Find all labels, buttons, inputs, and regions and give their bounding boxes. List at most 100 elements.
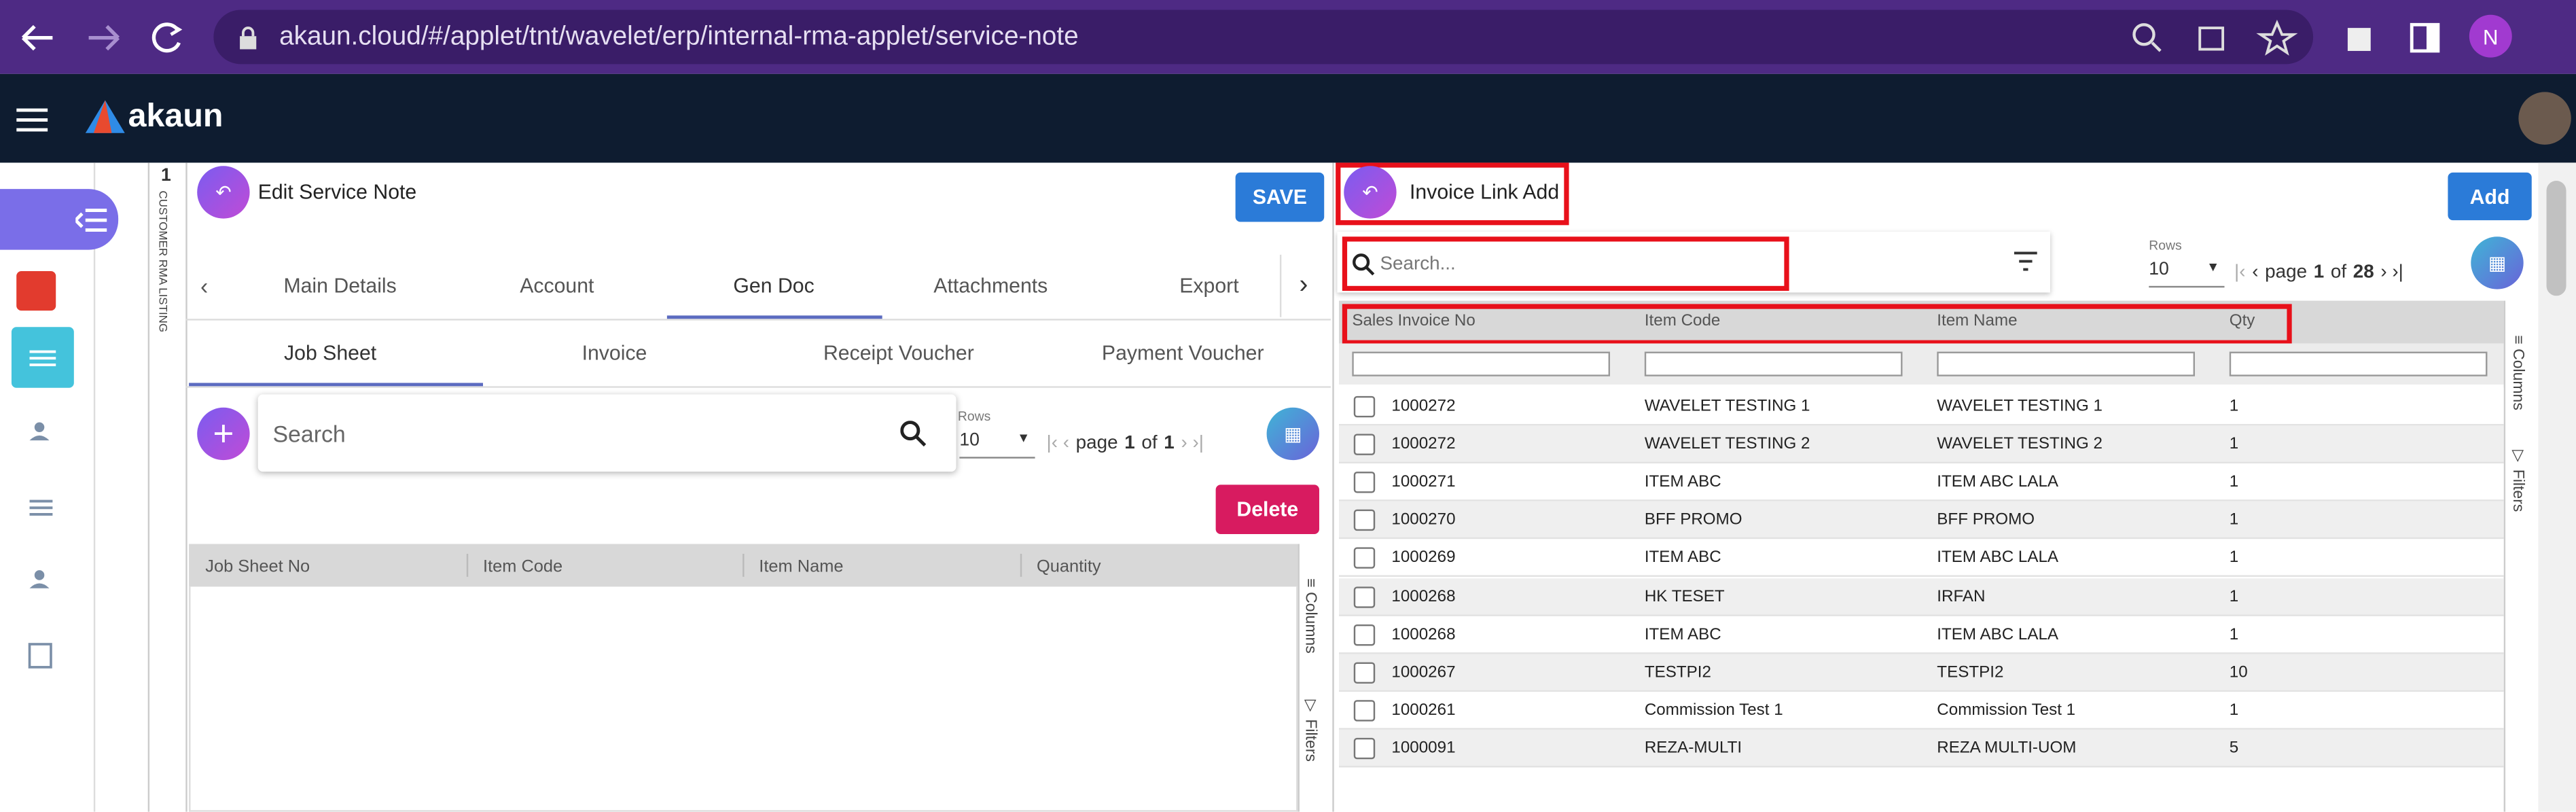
- grid-toggle[interactable]: ▦: [1266, 407, 1319, 461]
- side-tab-columns[interactable]: ≡ Columns: [1301, 578, 1319, 654]
- column-filter-input[interactable]: [2229, 351, 2488, 376]
- subtab[interactable]: Job Sheet: [284, 342, 377, 365]
- search-placeholder: Search...: [1380, 253, 1456, 274]
- table-cell: WAVELET TESTING 1: [1937, 398, 2103, 416]
- rows-value: 10: [2149, 260, 2169, 280]
- filter-icon[interactable]: [2014, 251, 2037, 271]
- grid-toggle[interactable]: ▦: [2471, 236, 2524, 289]
- table-cell: Commission Test 1: [1937, 701, 2076, 720]
- row-checkbox[interactable]: [1353, 472, 1376, 493]
- tab[interactable]: Gen Doc: [733, 274, 815, 298]
- back-button[interactable]: ↶: [197, 166, 250, 219]
- scrollbar-thumb[interactable]: [2546, 181, 2566, 296]
- tab[interactable]: Account: [520, 274, 594, 298]
- table-cell: ITEM ABC: [1644, 625, 1721, 644]
- row-checkbox[interactable]: [1353, 699, 1376, 722]
- side-tab-filters[interactable]: ▽ Filters: [2508, 446, 2527, 512]
- rows-select[interactable]: 10 ▼: [2149, 260, 2225, 288]
- subtab[interactable]: Payment Voucher: [1101, 342, 1264, 365]
- table-cell: 1000261: [1391, 701, 1456, 720]
- tab-next[interactable]: ›: [1279, 254, 1326, 317]
- table-cell: BFF PROMO: [1937, 511, 2035, 530]
- table-cell: TESTPI2: [1937, 663, 2004, 682]
- side-tab-label: Filters: [2508, 469, 2527, 512]
- tab-prev[interactable]: ‹: [200, 272, 209, 300]
- table-cell: 1000270: [1391, 511, 1456, 530]
- column-filter-input[interactable]: [1644, 351, 1903, 376]
- table-row: [1338, 729, 2504, 768]
- row-checkbox[interactable]: [1353, 737, 1376, 760]
- table-cell: WAVELET TESTING 2: [1644, 436, 1810, 454]
- pager-of: of: [2330, 262, 2347, 283]
- side-tab-label: Columns: [2508, 349, 2527, 410]
- row-checkbox[interactable]: [1353, 510, 1376, 531]
- sidebar-icons[interactable]: [26, 345, 59, 739]
- side-tab-label: Filters: [1301, 719, 1319, 762]
- user-photo[interactable]: [2518, 92, 2571, 145]
- rows-select[interactable]: 10 ▼: [959, 431, 1035, 459]
- row-checkbox[interactable]: [1353, 624, 1376, 646]
- tab-border: [185, 319, 1331, 321]
- side-tab-filters[interactable]: ▽ Filters: [1301, 696, 1319, 762]
- search-box[interactable]: Search...: [1342, 236, 1789, 292]
- table-cell: 5: [2229, 739, 2239, 758]
- row-checkbox[interactable]: [1353, 586, 1376, 607]
- table-row: [1338, 387, 2504, 426]
- listing-counter: 1: [161, 166, 171, 186]
- column-filter-input[interactable]: [1352, 351, 1611, 376]
- save-button[interactable]: SAVE: [1235, 172, 1325, 222]
- menu-button[interactable]: [16, 107, 49, 133]
- table-cell: 10: [2229, 663, 2248, 682]
- right-side-bar: [2503, 300, 2537, 812]
- search-icon: [900, 421, 927, 447]
- delete-button[interactable]: Delete: [1215, 484, 1319, 534]
- tab[interactable]: Attachments: [933, 274, 1048, 298]
- table-cell: ITEM ABC LALA: [1937, 473, 2059, 492]
- table-cell: 1000268: [1391, 625, 1456, 644]
- table-cell: BFF PROMO: [1644, 511, 1742, 530]
- row-checkbox[interactable]: [1353, 548, 1376, 569]
- app-logo: akaun: [128, 99, 223, 135]
- subtab[interactable]: Invoice: [582, 342, 647, 365]
- profile-avatar[interactable]: N: [2469, 14, 2512, 58]
- row-checkbox[interactable]: [1353, 395, 1376, 418]
- pdf-app-icon[interactable]: [16, 271, 56, 311]
- url-bar[interactable]: akaun.cloud/#/applet/tnt/wavelet/erp/int…: [213, 10, 2314, 65]
- column-header: Item Code: [483, 557, 563, 577]
- column-header: Item Name: [759, 557, 844, 577]
- table-cell: 1000091: [1391, 739, 1456, 758]
- side-tab-label: Columns: [1301, 592, 1319, 654]
- logo-icon: [85, 100, 125, 133]
- pager-page: page: [2265, 262, 2308, 283]
- column-filter-input[interactable]: [1937, 351, 2195, 376]
- table-row: [1338, 691, 2504, 730]
- table-cell: REZA-MULTI: [1644, 739, 1742, 758]
- highlight-title: [1336, 162, 1569, 226]
- table-cell: HK TESET: [1644, 587, 1725, 606]
- pager-total: 1: [1164, 434, 1175, 454]
- side-tab-columns[interactable]: ≡ Columns: [2508, 335, 2527, 410]
- tab[interactable]: Export: [1179, 274, 1239, 298]
- row-checkbox[interactable]: [1353, 661, 1376, 684]
- back-button[interactable]: ↶: [1344, 166, 1397, 219]
- table-cell: 1: [2229, 701, 2239, 720]
- nav-buttons[interactable]: [13, 16, 194, 59]
- row-checkbox[interactable]: [1353, 434, 1376, 456]
- table-cell: Commission Test 1: [1644, 701, 1783, 720]
- tab[interactable]: Main Details: [283, 274, 397, 298]
- search-box[interactable]: Search: [257, 394, 956, 472]
- add-button[interactable]: Add: [2448, 172, 2532, 221]
- table-cell: 1: [2229, 511, 2239, 530]
- column-header: Item Name: [1937, 312, 2018, 331]
- table-row: [1338, 425, 2504, 464]
- add-button[interactable]: +: [197, 407, 250, 461]
- subtab[interactable]: Receipt Voucher: [823, 342, 974, 365]
- table-cell: WAVELET TESTING 2: [1937, 436, 2103, 454]
- url: akaun.cloud/#/applet/tnt/wavelet/erp/int…: [279, 22, 1079, 50]
- table-cell: REZA MULTI-UOM: [1937, 739, 2077, 758]
- table-cell: ITEM ABC: [1644, 549, 1721, 568]
- table-cell: 1000272: [1391, 436, 1456, 454]
- table-cell: 1000271: [1391, 473, 1456, 492]
